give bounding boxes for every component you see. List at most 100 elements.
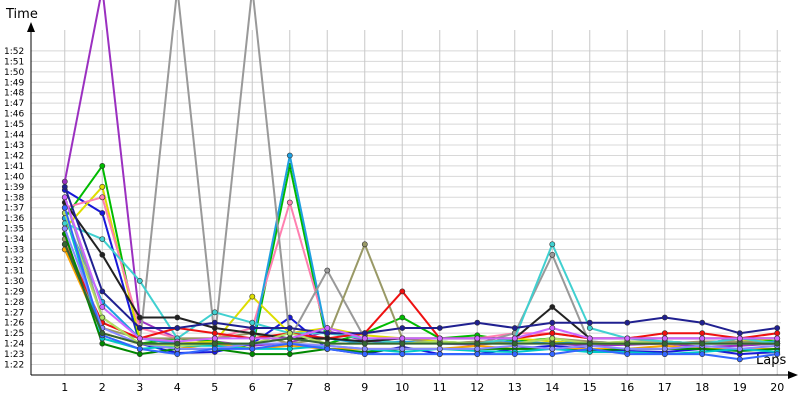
data-point — [211, 319, 218, 326]
data-point — [736, 335, 743, 342]
y-tick-label: 1:51 — [4, 57, 24, 67]
data-point — [436, 345, 443, 352]
y-tick-label: 1:29 — [4, 287, 24, 297]
data-point — [61, 183, 68, 190]
data-point — [249, 340, 256, 347]
data-point — [661, 345, 668, 352]
data-point — [549, 241, 556, 248]
data-point — [624, 335, 631, 342]
data-point — [436, 325, 443, 331]
data-point — [211, 309, 218, 316]
data-point — [249, 330, 256, 337]
data-point — [624, 351, 631, 357]
data-point — [361, 345, 368, 352]
data-point — [586, 345, 593, 352]
series-line — [63, 228, 778, 350]
series-line — [63, 243, 778, 345]
data-point — [99, 251, 106, 258]
data-point — [399, 335, 406, 342]
data-point — [736, 330, 743, 337]
x-tick-label: 18 — [695, 381, 709, 394]
series-line — [63, 186, 778, 335]
data-point — [774, 325, 781, 331]
data-point — [99, 330, 106, 337]
y-tick-label: 1:28 — [4, 298, 24, 308]
data-point — [699, 319, 706, 326]
series-19 — [61, 204, 781, 363]
data-point — [736, 345, 743, 352]
data-point — [249, 293, 256, 300]
data-point — [249, 345, 256, 352]
data-point — [436, 351, 443, 357]
data-point — [286, 199, 293, 206]
x-tick-label: 2 — [99, 381, 106, 394]
data-point — [399, 340, 406, 347]
data-point — [549, 340, 556, 347]
data-point — [549, 351, 556, 357]
data-point — [586, 335, 593, 342]
series-line — [64, 222, 778, 345]
data-point — [136, 345, 143, 352]
x-tick-label: 10 — [395, 381, 409, 394]
data-point — [361, 335, 368, 342]
data-point — [99, 314, 106, 321]
data-point — [324, 325, 331, 331]
data-point — [99, 210, 106, 216]
x-tick-label: 1 — [61, 381, 68, 394]
x-tick-label: 7 — [286, 381, 293, 394]
y-axis-arrow-icon — [27, 22, 35, 32]
data-point — [511, 351, 518, 357]
y-tick-label: 1:48 — [4, 89, 24, 99]
y-tick-label: 1:45 — [4, 120, 24, 130]
series-3 — [61, 162, 781, 352]
data-point — [136, 335, 143, 342]
data-point — [699, 330, 706, 337]
x-tick-label: 9 — [361, 381, 368, 394]
series-12 — [61, 183, 781, 337]
data-point — [624, 340, 631, 347]
data-point — [549, 325, 556, 331]
y-tick-label: 1:46 — [4, 110, 24, 120]
data-point — [61, 178, 68, 185]
data-point — [699, 351, 706, 357]
data-point — [699, 340, 706, 347]
data-point — [474, 345, 481, 352]
x-tick-label: 11 — [433, 381, 447, 394]
data-point — [661, 314, 668, 321]
data-point — [61, 194, 68, 201]
series-layer — [61, 0, 781, 363]
y-tick-label: 1:30 — [4, 277, 24, 287]
x-tick-label: 8 — [324, 381, 331, 394]
x-tick-label: 17 — [658, 381, 672, 394]
data-point — [249, 335, 256, 342]
data-point — [174, 351, 181, 357]
y-tick-label: 1:52 — [4, 47, 24, 57]
data-point — [324, 340, 331, 347]
y-tick-label: 1:39 — [4, 183, 24, 193]
y-tick-label: 1:34 — [4, 235, 24, 245]
data-point — [211, 345, 218, 352]
data-point — [286, 330, 293, 337]
data-point — [511, 340, 518, 347]
y-tick-label: 1:26 — [4, 319, 24, 329]
data-point — [211, 335, 218, 342]
x-tick-label: 19 — [733, 381, 747, 394]
data-point — [586, 340, 593, 347]
y-axis-title: Time — [5, 7, 38, 22]
y-tick-label: 1:36 — [4, 214, 24, 224]
y-tick-label: 1:43 — [4, 141, 24, 151]
y-tick-label: 1:22 — [4, 361, 24, 371]
y-tick-label: 1:32 — [4, 256, 24, 266]
data-point — [474, 319, 481, 326]
data-point — [549, 335, 556, 342]
y-tick-label: 1:42 — [4, 151, 24, 161]
series-line — [63, 201, 778, 343]
data-point — [136, 340, 143, 347]
series-7 — [61, 0, 781, 347]
data-point — [549, 330, 556, 337]
y-tick-label: 1:49 — [4, 78, 24, 88]
data-point — [324, 267, 331, 274]
data-point — [774, 330, 781, 337]
series-line — [64, 185, 778, 345]
data-point — [661, 340, 668, 347]
